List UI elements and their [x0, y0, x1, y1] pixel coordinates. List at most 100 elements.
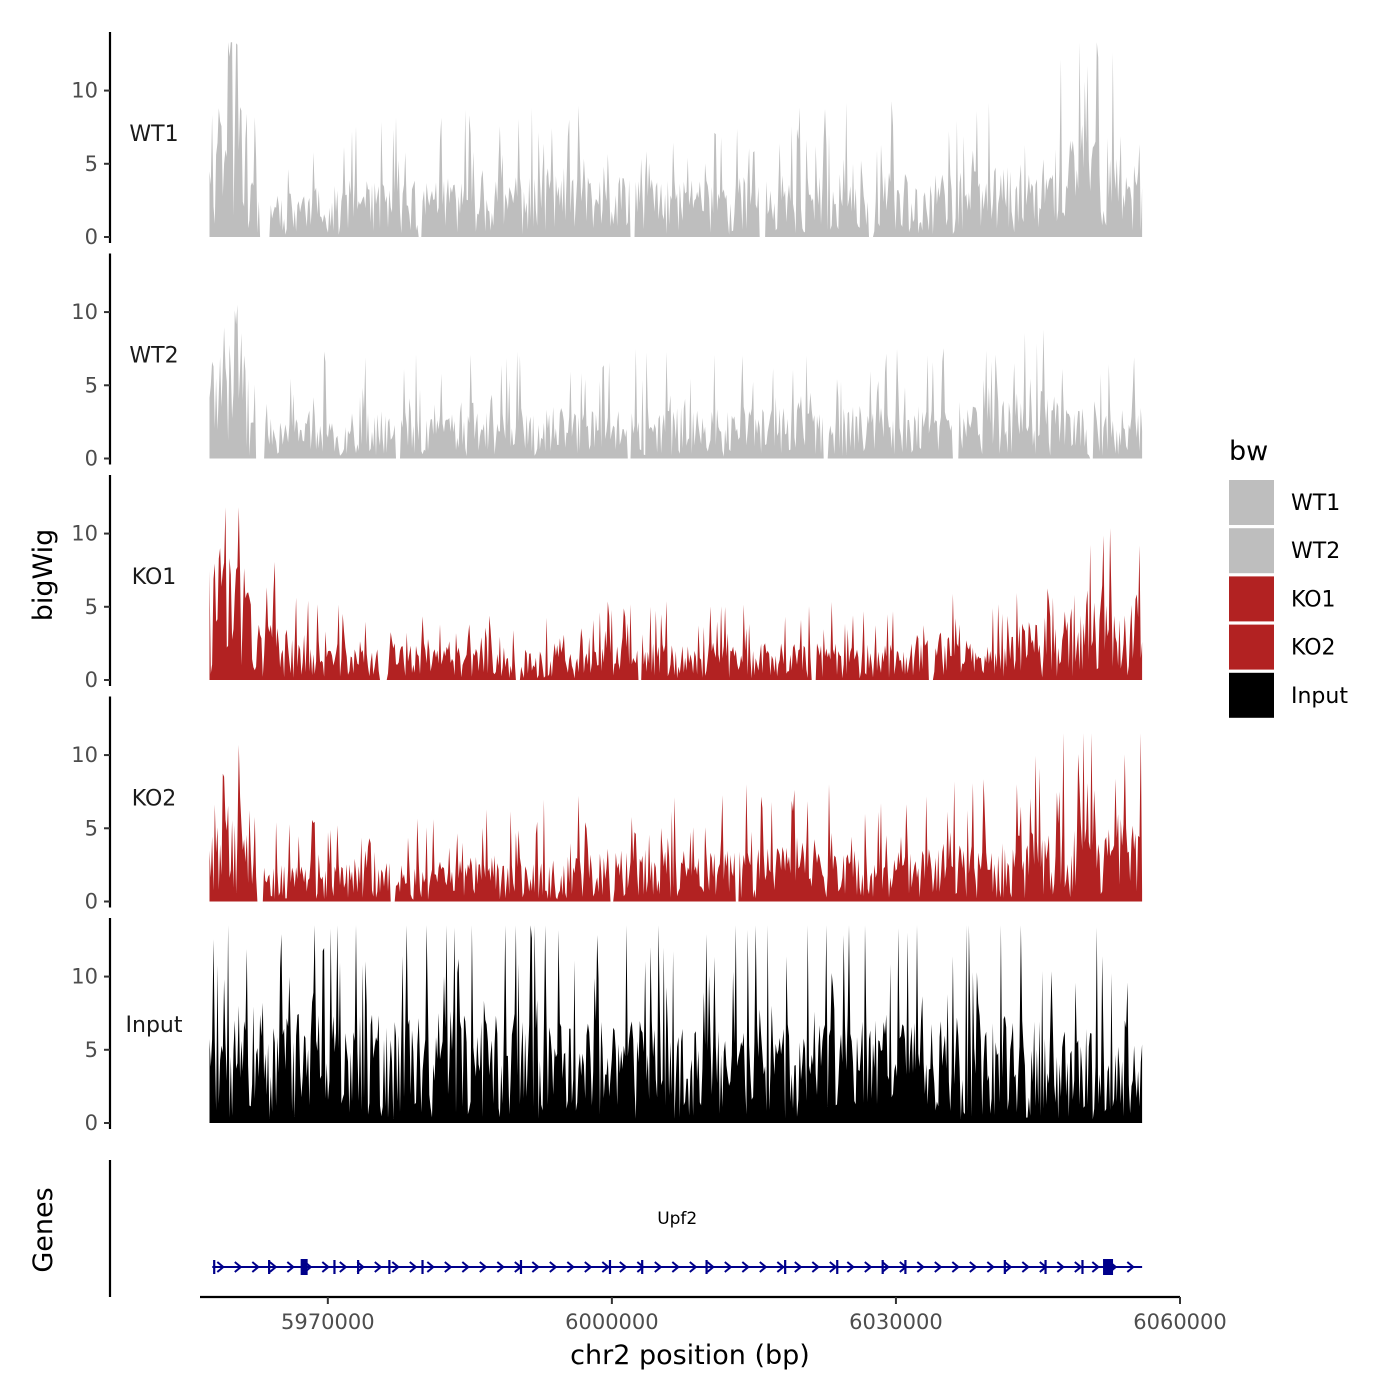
genes-axis-title: Genes — [28, 1187, 59, 1272]
exon — [1103, 1259, 1114, 1275]
exon — [268, 1260, 271, 1274]
strand-arrow — [846, 1261, 855, 1273]
exon — [784, 1260, 787, 1274]
exon — [333, 1260, 336, 1274]
exon — [836, 1260, 839, 1274]
strand-arrow — [531, 1261, 540, 1273]
strand-arrow — [741, 1261, 750, 1273]
x-axis-title: chr2 position (bp) — [570, 1340, 810, 1371]
strand-arrow — [461, 1261, 470, 1273]
strand-arrow — [479, 1261, 488, 1273]
strand-arrow — [794, 1261, 803, 1273]
x-tick-label: 6030000 — [849, 1310, 943, 1334]
track-wt2: 0 5 10 WT2 — [71, 253, 1143, 471]
signal-area-wt2 — [209, 304, 1143, 459]
gene-label: Upf2 — [657, 1209, 697, 1229]
exon — [519, 1260, 523, 1274]
y-tick-label: 5 — [85, 373, 98, 397]
exon — [641, 1260, 644, 1274]
y-tick-label: 0 — [85, 668, 98, 692]
legend-swatch-wt1 — [1229, 480, 1274, 525]
exon — [1081, 1260, 1084, 1274]
x-tick-label: 6060000 — [1133, 1310, 1227, 1334]
legend-swatch-ko1 — [1229, 576, 1274, 622]
strand-arrow — [549, 1261, 558, 1273]
strand-arrow — [654, 1261, 663, 1273]
strand-arrow — [1004, 1261, 1013, 1273]
strand-arrow — [969, 1261, 978, 1273]
strand-arrow — [496, 1261, 505, 1273]
exon — [705, 1260, 708, 1274]
strand-arrow — [986, 1261, 995, 1273]
legend-label-ko1: KO1 — [1291, 587, 1336, 612]
x-tick-label: 5970000 — [281, 1310, 375, 1334]
strand-arrow — [391, 1261, 400, 1273]
exon — [300, 1259, 308, 1275]
y-tick-label: 5 — [85, 816, 98, 840]
legend-label-wt1: WT1 — [1291, 491, 1340, 516]
facet-label-wt1: WT1 — [129, 122, 178, 147]
strand-arrow — [829, 1261, 838, 1273]
strand-arrow — [636, 1261, 645, 1273]
exon — [388, 1260, 391, 1274]
x-axis: 5970000 6000000 6030000 6060000 — [200, 1295, 1227, 1334]
y-tick-label: 10 — [71, 300, 98, 324]
strand-arrow — [426, 1261, 435, 1273]
strand-arrow — [286, 1261, 295, 1273]
strand-arrow — [444, 1261, 453, 1273]
track-ko2: 0 5 10 KO2 — [71, 696, 1143, 914]
strand-arrow — [321, 1261, 330, 1273]
strand-arrow — [951, 1261, 960, 1273]
strand-arrow — [724, 1261, 733, 1273]
y-tick-label: 5 — [85, 595, 98, 619]
bigwig-tracks: 0 5 10 WT1 0 5 10 WT2 0 5 10 KO1 0 5 10 KO2 0 5 10 Input — [71, 32, 1143, 1135]
facet-label-ko1: KO1 — [132, 565, 177, 590]
exon — [881, 1260, 884, 1274]
exon — [1044, 1260, 1047, 1274]
y-axis-title: bigWig — [28, 529, 59, 622]
track-input: 0 5 10 Input — [71, 918, 1143, 1135]
exon — [1003, 1260, 1006, 1274]
strand-arrow — [601, 1261, 610, 1273]
facet-label-wt2: WT2 — [129, 344, 178, 369]
y-tick-label: 10 — [71, 79, 98, 103]
strand-arrow — [811, 1261, 820, 1273]
strand-arrow — [374, 1261, 383, 1273]
strand-arrow — [234, 1261, 243, 1273]
y-tick-label: 5 — [85, 152, 98, 176]
strand-arrow — [689, 1261, 698, 1273]
strand-arrow — [881, 1261, 890, 1273]
legend-label-ko2: KO2 — [1291, 636, 1336, 661]
facet-label-ko2: KO2 — [132, 787, 177, 812]
strand-arrow — [1021, 1261, 1030, 1273]
legend-label-input: Input — [1291, 684, 1348, 709]
signal-area-ko1 — [209, 507, 1143, 680]
y-tick-label: 10 — [71, 522, 98, 546]
exon — [213, 1260, 216, 1274]
legend-swatch-ko2 — [1229, 624, 1274, 670]
strand-arrow — [916, 1261, 925, 1273]
strand-arrow — [251, 1261, 260, 1273]
strand-arrow — [1056, 1261, 1065, 1273]
strand-arrow — [216, 1261, 225, 1273]
gene-track: Upf2 — [108, 1160, 1143, 1297]
facet-label-input: Input — [126, 1013, 183, 1038]
signal-area-input — [209, 925, 1143, 1123]
y-tick-label: 0 — [85, 1111, 98, 1135]
strand-arrow — [356, 1261, 365, 1273]
strand-arrow — [1091, 1261, 1100, 1273]
strand-arrow — [584, 1261, 593, 1273]
y-tick-label: 0 — [85, 225, 98, 249]
exon — [357, 1260, 360, 1274]
strand-arrow — [269, 1261, 278, 1273]
exon — [904, 1260, 907, 1274]
strand-arrow — [409, 1261, 418, 1273]
x-tick-label: 6000000 — [565, 1310, 659, 1334]
strand-arrow — [339, 1261, 348, 1273]
y-tick-label: 0 — [85, 890, 98, 914]
strand-arrow — [776, 1261, 785, 1273]
strand-arrow — [759, 1261, 768, 1273]
strand-arrow — [864, 1261, 873, 1273]
strand-arrow — [619, 1261, 628, 1273]
